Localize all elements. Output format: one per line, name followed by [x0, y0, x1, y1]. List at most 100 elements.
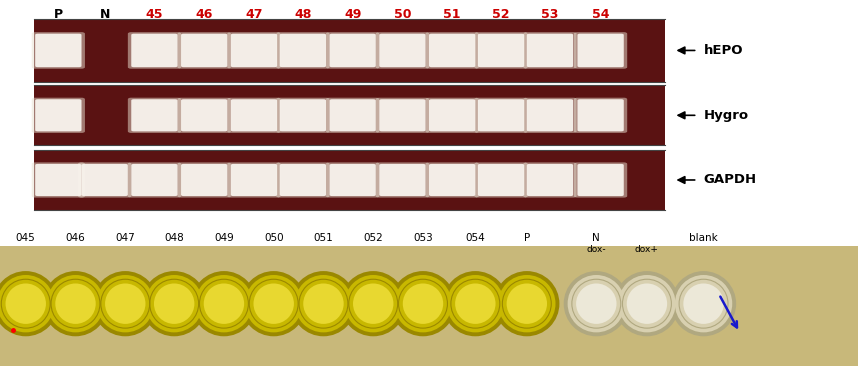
FancyBboxPatch shape — [523, 32, 577, 69]
Ellipse shape — [191, 271, 257, 336]
FancyBboxPatch shape — [35, 34, 82, 67]
FancyBboxPatch shape — [478, 99, 524, 131]
FancyBboxPatch shape — [379, 34, 426, 67]
Text: 52: 52 — [492, 8, 510, 22]
Ellipse shape — [353, 283, 394, 324]
FancyBboxPatch shape — [429, 34, 475, 67]
FancyBboxPatch shape — [78, 162, 131, 198]
Ellipse shape — [345, 275, 402, 332]
FancyBboxPatch shape — [478, 164, 524, 196]
FancyBboxPatch shape — [181, 34, 227, 67]
Text: 50: 50 — [394, 8, 411, 22]
FancyBboxPatch shape — [32, 162, 85, 198]
Text: 050: 050 — [264, 233, 283, 243]
Text: 49: 49 — [344, 8, 361, 22]
Ellipse shape — [390, 271, 456, 336]
FancyBboxPatch shape — [574, 162, 627, 198]
FancyBboxPatch shape — [523, 162, 577, 198]
Ellipse shape — [506, 283, 547, 324]
Ellipse shape — [241, 271, 306, 336]
Ellipse shape — [142, 271, 207, 336]
Text: 53: 53 — [541, 8, 559, 22]
FancyBboxPatch shape — [326, 32, 379, 69]
Ellipse shape — [0, 275, 54, 332]
FancyBboxPatch shape — [426, 162, 479, 198]
FancyBboxPatch shape — [577, 164, 624, 196]
Ellipse shape — [43, 271, 108, 336]
Ellipse shape — [683, 283, 724, 324]
FancyBboxPatch shape — [527, 164, 573, 196]
FancyBboxPatch shape — [574, 32, 627, 69]
FancyBboxPatch shape — [379, 99, 426, 131]
FancyBboxPatch shape — [329, 99, 376, 131]
Ellipse shape — [0, 271, 58, 336]
Ellipse shape — [402, 283, 444, 324]
Ellipse shape — [196, 275, 252, 332]
Ellipse shape — [395, 275, 451, 332]
FancyBboxPatch shape — [329, 34, 376, 67]
FancyBboxPatch shape — [280, 164, 326, 196]
FancyBboxPatch shape — [329, 164, 376, 196]
Text: 47: 47 — [245, 8, 263, 22]
FancyBboxPatch shape — [231, 164, 277, 196]
Bar — [34, 85, 665, 145]
Text: 45: 45 — [146, 8, 163, 22]
Ellipse shape — [303, 283, 344, 324]
FancyBboxPatch shape — [82, 164, 128, 196]
Ellipse shape — [291, 271, 356, 336]
Ellipse shape — [154, 283, 195, 324]
Text: N: N — [592, 233, 601, 243]
FancyBboxPatch shape — [276, 98, 329, 133]
FancyBboxPatch shape — [276, 162, 329, 198]
FancyBboxPatch shape — [131, 164, 178, 196]
FancyBboxPatch shape — [178, 98, 231, 133]
FancyBboxPatch shape — [131, 99, 178, 131]
FancyBboxPatch shape — [574, 98, 627, 133]
Text: 049: 049 — [214, 233, 234, 243]
Ellipse shape — [447, 275, 504, 332]
Text: blank: blank — [689, 233, 718, 243]
FancyBboxPatch shape — [227, 162, 281, 198]
FancyBboxPatch shape — [35, 164, 82, 196]
FancyBboxPatch shape — [474, 98, 528, 133]
Ellipse shape — [47, 275, 104, 332]
Text: 045: 045 — [15, 233, 36, 243]
FancyBboxPatch shape — [577, 99, 624, 131]
FancyBboxPatch shape — [326, 162, 379, 198]
Ellipse shape — [443, 271, 508, 336]
Ellipse shape — [245, 275, 302, 332]
Text: dox-: dox- — [587, 245, 606, 254]
Text: dox+: dox+ — [635, 245, 659, 254]
FancyBboxPatch shape — [181, 99, 227, 131]
FancyBboxPatch shape — [577, 34, 624, 67]
Ellipse shape — [671, 271, 736, 336]
Text: 48: 48 — [294, 8, 311, 22]
Ellipse shape — [564, 271, 629, 336]
Text: 46: 46 — [196, 8, 213, 22]
FancyBboxPatch shape — [376, 32, 429, 69]
Text: hEPO: hEPO — [704, 44, 743, 57]
Ellipse shape — [614, 271, 680, 336]
Ellipse shape — [576, 283, 617, 324]
FancyBboxPatch shape — [379, 164, 426, 196]
FancyBboxPatch shape — [131, 34, 178, 67]
Ellipse shape — [494, 271, 559, 336]
Ellipse shape — [341, 271, 406, 336]
FancyBboxPatch shape — [280, 99, 326, 131]
FancyBboxPatch shape — [429, 164, 475, 196]
Ellipse shape — [55, 283, 96, 324]
Text: 053: 053 — [413, 233, 433, 243]
FancyBboxPatch shape — [429, 99, 475, 131]
Bar — [34, 150, 665, 210]
FancyBboxPatch shape — [523, 98, 577, 133]
FancyBboxPatch shape — [326, 98, 379, 133]
Text: P: P — [523, 233, 530, 243]
FancyBboxPatch shape — [231, 99, 277, 131]
Bar — [34, 19, 665, 82]
Text: 051: 051 — [313, 233, 334, 243]
FancyBboxPatch shape — [527, 34, 573, 67]
Ellipse shape — [253, 283, 294, 324]
FancyBboxPatch shape — [231, 34, 277, 67]
Bar — [0, 246, 858, 366]
Ellipse shape — [675, 275, 732, 332]
